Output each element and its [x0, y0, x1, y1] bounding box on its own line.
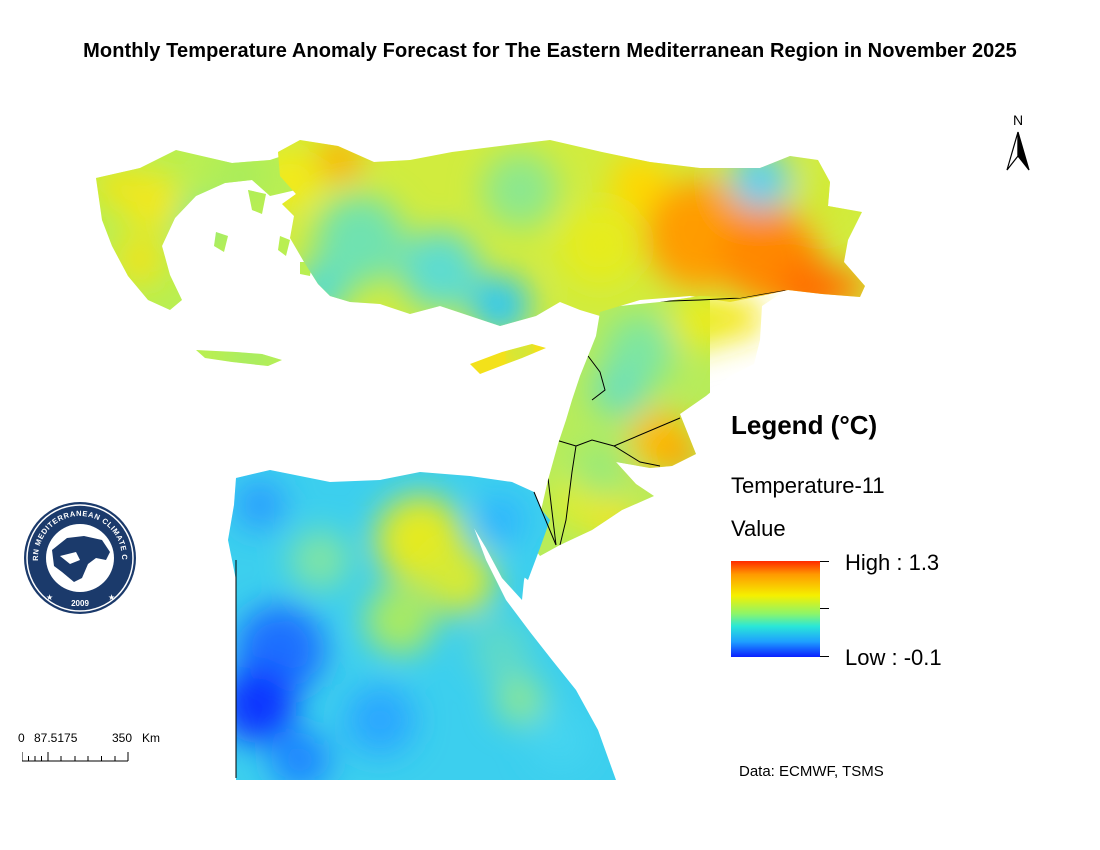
legend-title: Legend (°C) — [731, 410, 878, 440]
scale-label-0: 0 — [18, 731, 25, 745]
data-credit: Data: ECMWF, TSMS — [739, 763, 884, 780]
north-arrow-icon — [1006, 131, 1030, 171]
svg-text:★: ★ — [108, 593, 115, 602]
egypt-border — [235, 491, 557, 778]
legend-layer-name: Temperature-11 — [731, 473, 885, 498]
cyprus-region — [470, 344, 546, 374]
scale-label-unit: Km — [142, 731, 160, 745]
logo-year: 2009 — [71, 599, 89, 608]
scale-bar: 0 87.5175 350 Km — [18, 731, 168, 771]
legend-low-label: Low : -0.1 — [845, 645, 942, 670]
map-title: Monthly Temperature Anomaly Forecast for… — [83, 40, 1017, 62]
scale-label-2: 350 — [112, 731, 133, 745]
scale-label-1: 87.5175 — [34, 731, 78, 745]
legend-high-label: High : 1.3 — [845, 550, 940, 575]
legend-tick-mid — [820, 608, 829, 609]
legend-field-name: Value — [731, 516, 786, 541]
legend-color-ramp — [731, 561, 820, 657]
legend-tick-high — [820, 561, 829, 562]
north-label: N — [1012, 112, 1024, 128]
legend-tick-low — [820, 656, 829, 657]
scale-bar-ticks — [22, 752, 129, 762]
svg-text:★: ★ — [46, 593, 53, 602]
turkey-region — [278, 140, 865, 326]
eastern-mediterranean-climate-centre-logo: EASTERN MEDITERRANEAN CLIMATE CENTRE 200… — [19, 493, 138, 616]
north-arrow: N — [1002, 112, 1034, 176]
